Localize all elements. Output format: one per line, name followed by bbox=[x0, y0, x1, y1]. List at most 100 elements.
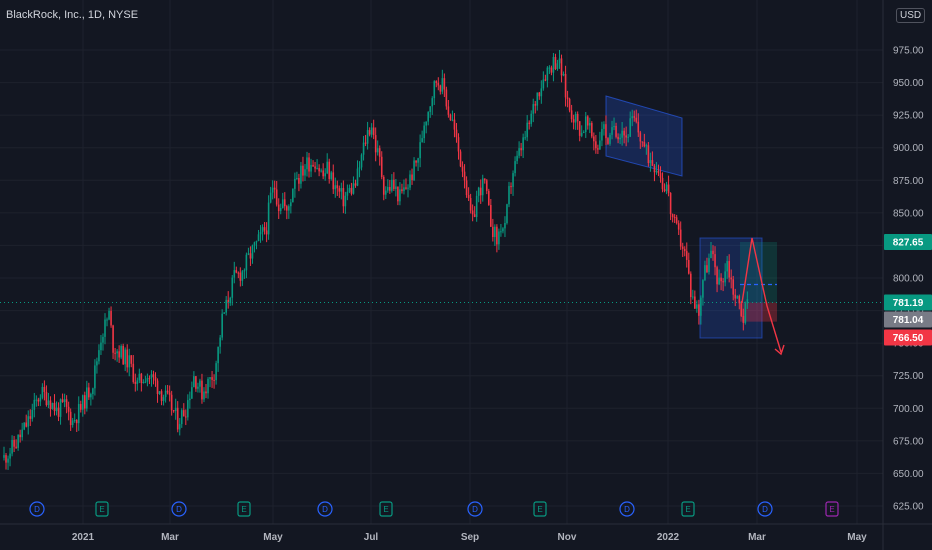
candle-up[interactable] bbox=[229, 297, 232, 304]
candle-down[interactable] bbox=[651, 160, 654, 166]
candle-down[interactable] bbox=[13, 439, 15, 447]
candle-up[interactable] bbox=[427, 112, 429, 122]
candle-up[interactable] bbox=[710, 250, 712, 259]
candle-down[interactable] bbox=[65, 399, 68, 407]
candle-up[interactable] bbox=[340, 188, 343, 192]
candle-down[interactable] bbox=[471, 210, 474, 215]
candle-up[interactable] bbox=[124, 349, 126, 365]
price-axis[interactable]: 625.00650.00675.00700.00725.00750.00775.… bbox=[882, 0, 932, 550]
candle-up[interactable] bbox=[526, 122, 528, 138]
price-tag[interactable] bbox=[884, 329, 932, 346]
candle-down[interactable] bbox=[615, 125, 617, 137]
candle-down[interactable] bbox=[53, 402, 56, 412]
candle-up[interactable] bbox=[387, 187, 389, 191]
candle-up[interactable] bbox=[253, 242, 256, 246]
candle-down[interactable] bbox=[485, 180, 488, 191]
candle-down[interactable] bbox=[671, 214, 674, 217]
candle-down[interactable] bbox=[211, 377, 213, 380]
candle-up[interactable] bbox=[3, 455, 5, 458]
candle-down[interactable] bbox=[69, 411, 72, 426]
candle-up[interactable] bbox=[407, 187, 409, 189]
candle-down[interactable] bbox=[140, 373, 143, 383]
candle-down[interactable] bbox=[469, 198, 472, 211]
candle-down[interactable] bbox=[734, 294, 737, 299]
candle-up[interactable] bbox=[292, 188, 294, 203]
candle-up[interactable] bbox=[193, 376, 195, 388]
earnings-marker[interactable] bbox=[681, 501, 695, 517]
candle-down[interactable] bbox=[647, 145, 650, 164]
candle-up[interactable] bbox=[330, 172, 333, 179]
candle-up[interactable] bbox=[271, 187, 274, 193]
candle-down[interactable] bbox=[483, 178, 486, 181]
price-tag[interactable] bbox=[884, 311, 932, 328]
candle-up[interactable] bbox=[51, 402, 54, 410]
candle-down[interactable] bbox=[205, 391, 207, 394]
candle-down[interactable] bbox=[318, 168, 320, 172]
candle-down[interactable] bbox=[568, 99, 571, 111]
candle-down[interactable] bbox=[79, 404, 82, 410]
candle-up[interactable] bbox=[704, 265, 706, 281]
candle-up[interactable] bbox=[94, 365, 96, 389]
candle-down[interactable] bbox=[453, 119, 456, 130]
candle-up[interactable] bbox=[300, 165, 302, 184]
candle-down[interactable] bbox=[720, 277, 722, 282]
long-position-target-zone[interactable] bbox=[740, 241, 777, 303]
candle-down[interactable] bbox=[659, 173, 662, 178]
candle-down[interactable] bbox=[663, 189, 666, 192]
candle-down[interactable] bbox=[570, 110, 573, 120]
candle-down[interactable] bbox=[302, 165, 304, 176]
candle-up[interactable] bbox=[96, 361, 98, 366]
candle-up[interactable] bbox=[611, 127, 613, 135]
candle-down[interactable] bbox=[455, 129, 458, 138]
candle-up[interactable] bbox=[98, 350, 100, 362]
candle-down[interactable] bbox=[275, 189, 278, 205]
candle-up[interactable] bbox=[116, 351, 118, 354]
candle-up[interactable] bbox=[39, 397, 42, 402]
candle-up[interactable] bbox=[92, 388, 94, 395]
candle-up[interactable] bbox=[261, 227, 264, 232]
candle-down[interactable] bbox=[439, 85, 442, 92]
candle-up[interactable] bbox=[514, 161, 516, 174]
candle-up[interactable] bbox=[257, 234, 260, 242]
candle-down[interactable] bbox=[49, 400, 52, 410]
candle-up[interactable] bbox=[279, 207, 282, 212]
candle-up[interactable] bbox=[744, 303, 747, 323]
candle-down[interactable] bbox=[154, 376, 157, 381]
candle-up[interactable] bbox=[231, 277, 234, 298]
candle-up[interactable] bbox=[144, 381, 147, 383]
dividend-marker[interactable] bbox=[619, 501, 635, 517]
candle-up[interactable] bbox=[629, 118, 631, 137]
candle-up[interactable] bbox=[251, 245, 254, 259]
candle-up[interactable] bbox=[41, 386, 44, 398]
candle-down[interactable] bbox=[45, 391, 48, 406]
candle-up[interactable] bbox=[603, 124, 605, 129]
candle-down[interactable] bbox=[235, 270, 238, 273]
candle-up[interactable] bbox=[645, 145, 648, 147]
candle-up[interactable] bbox=[344, 195, 347, 207]
candle-up[interactable] bbox=[627, 136, 629, 138]
candle-down[interactable] bbox=[698, 304, 700, 316]
candle-down[interactable] bbox=[591, 122, 593, 137]
candle-up[interactable] bbox=[47, 400, 50, 406]
candle-up[interactable] bbox=[31, 409, 34, 419]
candle-down[interactable] bbox=[354, 183, 357, 186]
candle-down[interactable] bbox=[534, 104, 537, 106]
candle-up[interactable] bbox=[582, 131, 585, 133]
candle-down[interactable] bbox=[554, 56, 557, 69]
candle-down[interactable] bbox=[681, 246, 684, 249]
candle-down[interactable] bbox=[37, 399, 40, 402]
candle-up[interactable] bbox=[360, 154, 363, 168]
candle-down[interactable] bbox=[19, 434, 21, 438]
candle-down[interactable] bbox=[479, 187, 482, 196]
candle-up[interactable] bbox=[498, 231, 500, 245]
candle-up[interactable] bbox=[580, 132, 583, 136]
candle-down[interactable] bbox=[694, 296, 696, 309]
candle-up[interactable] bbox=[546, 67, 549, 81]
candle-down[interactable] bbox=[617, 136, 619, 140]
candle-up[interactable] bbox=[346, 191, 349, 196]
candle-down[interactable] bbox=[277, 204, 280, 212]
candle-down[interactable] bbox=[57, 407, 60, 417]
candle-up[interactable] bbox=[431, 98, 434, 107]
candle-down[interactable] bbox=[657, 170, 660, 174]
candle-up[interactable] bbox=[120, 345, 122, 358]
